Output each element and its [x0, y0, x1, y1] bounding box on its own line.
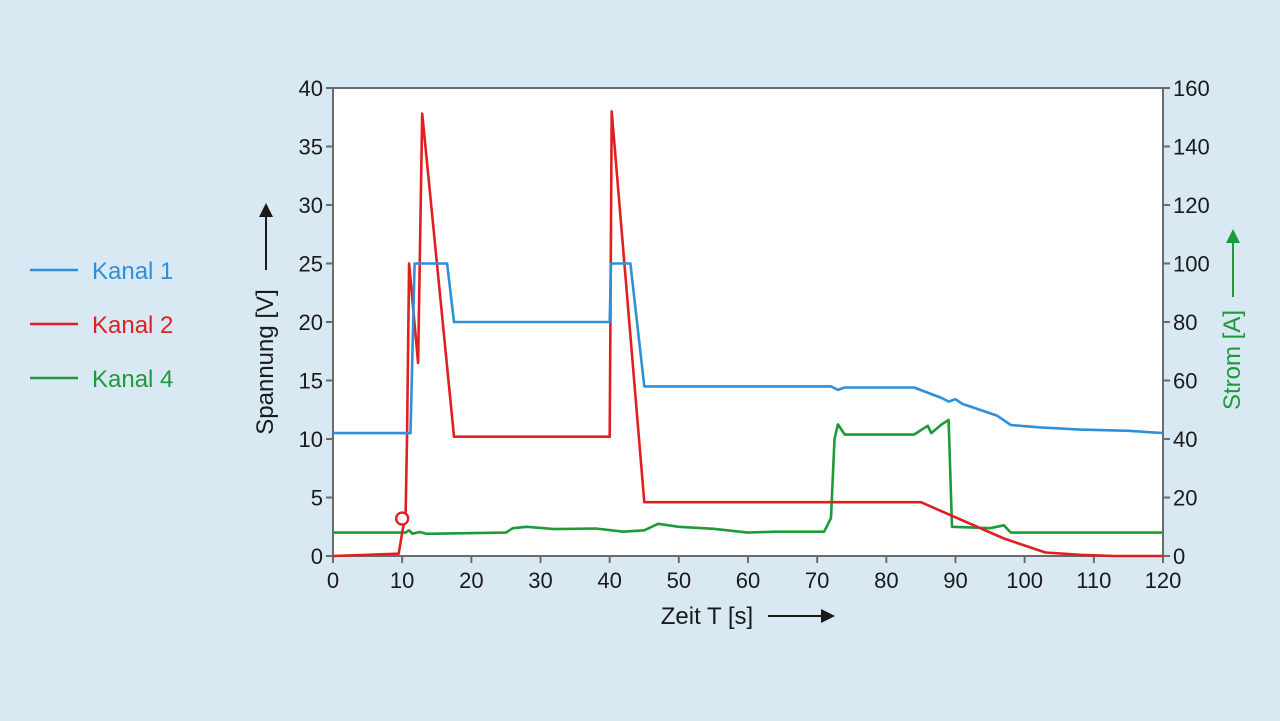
- right-tick-label: 100: [1173, 252, 1210, 277]
- legend-label: Kanal 4: [92, 366, 173, 393]
- right-tick-label: 120: [1173, 193, 1210, 218]
- x-tick-label: 60: [736, 568, 760, 593]
- legend-label: Kanal 1: [92, 258, 173, 285]
- x-axis-arrow-icon: [768, 609, 835, 623]
- legend-item-kanal-1: Kanal 1: [30, 258, 173, 285]
- x-tick-label: 20: [459, 568, 483, 593]
- right-tick-label: 60: [1173, 369, 1197, 394]
- left-tick-label: 25: [299, 252, 323, 277]
- x-tick-label: 90: [943, 568, 967, 593]
- x-tick-label: 120: [1145, 568, 1182, 593]
- annotation-layer: [394, 511, 410, 526]
- right-tick-label: 80: [1173, 310, 1197, 335]
- left-axis-title: Spannung [V]: [252, 289, 279, 434]
- legend-label: Kanal 2: [92, 312, 173, 339]
- x-tick-label: 80: [874, 568, 898, 593]
- left-tick-label: 5: [311, 486, 323, 511]
- legend-item-kanal-4: Kanal 4: [30, 366, 173, 393]
- x-tick-label: 70: [805, 568, 829, 593]
- series-line-kanal-1: [333, 262, 1164, 435]
- left-axis-arrow-icon: [259, 203, 273, 270]
- left-tick-label: 0: [311, 544, 323, 569]
- right-tick-label: 0: [1173, 544, 1185, 569]
- right-tick-label: 160: [1173, 76, 1210, 101]
- x-tick-label: 0: [327, 568, 339, 593]
- x-tick-label: 10: [390, 568, 414, 593]
- left-tick-label: 30: [299, 193, 323, 218]
- x-axis-ticks: 0 10 20 30 40 50 60 70 80 90 100 110 120: [327, 556, 1181, 593]
- right-axis-title: Strom [A]: [1219, 310, 1246, 410]
- right-tick-label: 140: [1173, 135, 1210, 160]
- x-tick-label: 30: [528, 568, 552, 593]
- left-tick-label: 10: [299, 427, 323, 452]
- x-tick-label: 110: [1076, 568, 1111, 593]
- left-axis-ticks: 0 5 10 15 20 25 30 35 40: [299, 76, 333, 569]
- right-tick-label: 40: [1173, 427, 1197, 452]
- x-tick-label: 100: [1006, 568, 1043, 593]
- legend-item-kanal-2: Kanal 2: [30, 312, 173, 339]
- right-axis-arrow-icon: [1226, 229, 1240, 297]
- series-line-kanal-4: [333, 418, 1163, 536]
- marker-open-circle: [394, 511, 410, 526]
- x-tick-label: 50: [667, 568, 691, 593]
- x-axis-title: Zeit T [s]: [661, 603, 753, 630]
- legend: Kanal 1 Kanal 2 Kanal 4: [30, 258, 173, 393]
- left-tick-label: 40: [299, 76, 323, 101]
- right-axis-ticks: 0 20 40 60 80 100 120 140 160: [1163, 76, 1210, 569]
- x-tick-label: 40: [597, 568, 621, 593]
- right-tick-label: 20: [1173, 486, 1197, 511]
- left-tick-label: 15: [299, 369, 323, 394]
- left-tick-label: 35: [299, 135, 323, 160]
- left-tick-label: 20: [299, 310, 323, 335]
